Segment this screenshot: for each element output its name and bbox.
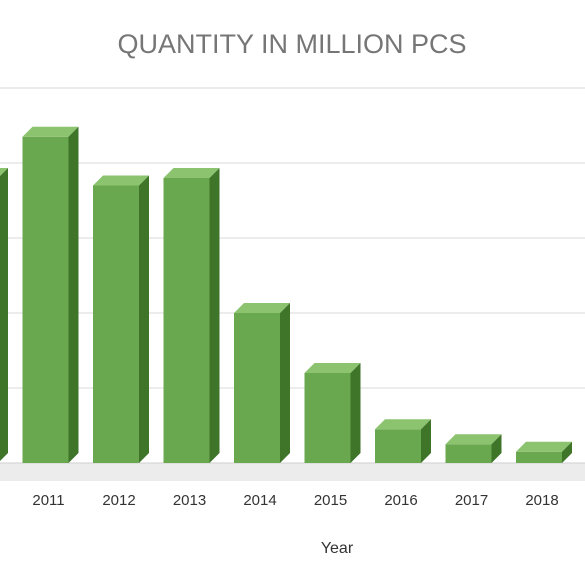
bar-side	[491, 434, 502, 463]
bars	[0, 126, 572, 463]
bar-top	[22, 126, 79, 137]
x-tick-label: 2015	[314, 492, 347, 509]
bar	[0, 168, 8, 461]
bar-side	[562, 441, 572, 463]
bar-front	[163, 178, 210, 463]
x-tick-label: 2014	[243, 492, 276, 509]
bar-side	[350, 363, 361, 463]
bar-side	[0, 168, 8, 461]
bar-top	[234, 303, 290, 313]
bar	[163, 168, 220, 463]
bar-front	[445, 444, 492, 463]
gridlines	[0, 87, 585, 389]
bar-top	[304, 363, 361, 373]
bar-top	[445, 434, 502, 445]
bar-top	[516, 441, 572, 452]
bar	[93, 175, 149, 463]
bar-front	[22, 136, 69, 463]
bar-front	[304, 373, 351, 463]
bar	[234, 303, 290, 463]
bar-side	[280, 303, 290, 463]
x-tick-label: 2013	[173, 492, 206, 509]
bar-top	[93, 175, 149, 186]
bar	[22, 126, 79, 463]
floor-plane	[0, 463, 585, 481]
bar-top	[163, 168, 220, 178]
x-tick-label: 2012	[102, 492, 135, 509]
bar-front	[234, 313, 280, 463]
x-tick-labels: 2011 2012 2013 2014 2015 2016 2017 2018	[32, 492, 558, 509]
bar-front	[93, 185, 139, 463]
x-axis-label: Year	[321, 540, 354, 557]
x-tick-label: 2011	[32, 492, 64, 509]
x-tick-label: 2016	[384, 492, 417, 509]
x-tick-label: 2018	[525, 492, 558, 509]
bar	[375, 419, 431, 463]
chart-floor	[0, 462, 585, 481]
bar	[516, 441, 572, 463]
x-tick-label: 2017	[455, 492, 488, 509]
bar	[304, 363, 361, 463]
bar	[445, 434, 502, 463]
bar-side	[139, 175, 149, 463]
bar-side	[421, 419, 431, 463]
bar-front	[516, 451, 562, 463]
chart-title: QUANTITY IN MILLION PCS	[117, 29, 466, 59]
bar-side	[68, 126, 79, 463]
bar-top	[375, 419, 431, 430]
bar-front	[375, 429, 421, 463]
bar-side	[209, 168, 220, 463]
